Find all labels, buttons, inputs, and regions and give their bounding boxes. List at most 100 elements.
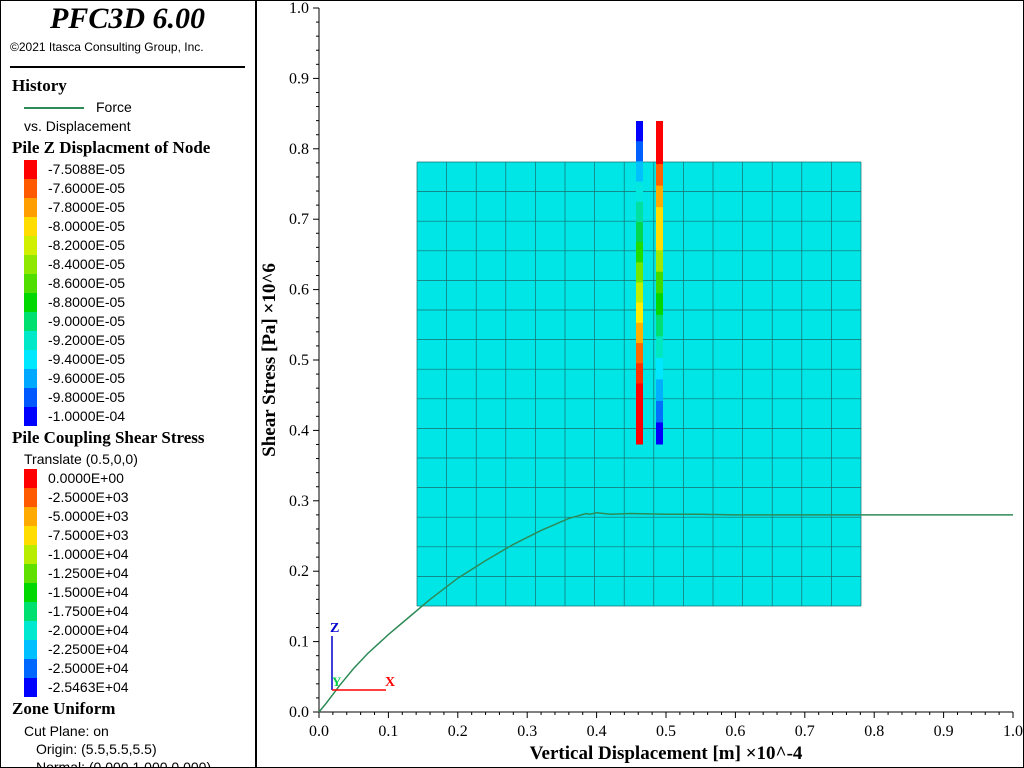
node-disp-legend-label: -9.4000E-05 (48, 351, 126, 367)
x-tick-label: 0.0 (309, 723, 329, 740)
left-pile-segment (636, 181, 643, 203)
right-pile-segment (656, 314, 663, 337)
triad-z-label: Z (330, 621, 339, 636)
shear-stress-legend-swatch (24, 640, 37, 659)
right-pile-segment (656, 142, 663, 165)
y-tick-label: 1.0 (289, 0, 309, 17)
y-tick-label: 0.0 (289, 704, 309, 721)
shear-stress-legend-swatch (24, 526, 37, 545)
left-pile-segment (636, 363, 643, 384)
plot-area: 0.0 0.1 0.2 0.3 0.4 0.5 0.6 0.7 0.8 0.9 1.0 0.0 0.1 0… (259, 0, 1023, 764)
shear-stress-legend-swatch (24, 621, 37, 640)
left-pile-segment (636, 322, 643, 344)
chart-series (318, 512, 1013, 713)
node-disp-legend-swatch (24, 274, 37, 293)
shear-stress-legend-label: -1.2500E+04 (48, 565, 129, 581)
app-title: PFC3D 6.00 (49, 2, 205, 35)
node-disp-legend-label: -7.6000E-05 (48, 180, 126, 196)
shear-stress-legend-label: -2.5463E+04 (48, 679, 129, 695)
node-disp-legend-label: -8.4000E-05 (48, 256, 126, 272)
shear-stress-legend-label: -1.0000E+04 (48, 546, 129, 562)
triad-y-label: Y (332, 674, 342, 689)
node-disp-legend-label: -1.0000E-04 (48, 408, 126, 424)
legend-divider (10, 66, 245, 68)
node-disp-legend-label: -8.8000E-05 (48, 294, 126, 310)
left-pile-segment (636, 121, 643, 142)
node-disp-legend-label: -9.8000E-05 (48, 389, 126, 405)
right-pile-segment (656, 250, 663, 273)
history-series-sub: vs. Displacement (24, 118, 131, 134)
shear-stress-legend-label: -2.5000E+03 (48, 489, 129, 505)
right-pile-segment (656, 400, 663, 423)
right-pile-segment (656, 422, 663, 445)
shear-stress-legend-label: -7.5000E+03 (48, 527, 129, 543)
x-tick-label: 0.9 (934, 723, 954, 740)
y-tick-label: 0.6 (289, 282, 309, 299)
left-pile-segment (636, 403, 643, 425)
shear-stress-heading: Pile Coupling Shear Stress (12, 428, 205, 447)
right-pile-segment (656, 379, 663, 402)
left-pile-segment (636, 423, 643, 445)
history-series-label: Force (96, 99, 132, 115)
shear-stress-legend-label: -2.0000E+04 (48, 622, 129, 638)
left-pile-segment (636, 221, 643, 243)
y-tick-label: 0.2 (289, 563, 309, 580)
node-disp-legend-swatch (24, 198, 37, 217)
chart-axes: 0.0 0.1 0.2 0.3 0.4 0.5 0.6 0.7 0.8 0.9 1.0 0.0 0.1 0… (289, 0, 1023, 740)
left-pile-segment (636, 343, 643, 364)
node-disp-legend-swatch (24, 388, 37, 407)
triad-x-label: X (385, 675, 395, 690)
x-tick-label: 0.8 (864, 723, 884, 740)
node-disp-legend-label: -8.2000E-05 (48, 237, 126, 253)
left-pile-segment (636, 282, 643, 304)
shear-stress-legend-swatch (24, 678, 37, 697)
y-axis-label: Shear Stress [Pa] ×10^6 (259, 263, 280, 457)
x-tick-label: 0.3 (517, 723, 537, 740)
zone-origin: Origin: (5.5,5.5,5.5) (36, 741, 157, 757)
force-displacement-line (318, 512, 1013, 713)
right-pile-segment (656, 185, 663, 208)
node-disp-legend-swatch (24, 312, 37, 331)
right-pile-segment (656, 336, 663, 359)
shear-stress-legend-label: -1.7500E+04 (48, 603, 129, 619)
shear-stress-legend-swatch (24, 488, 37, 507)
left-pile-segment (636, 201, 643, 223)
node-disp-heading: Pile Z Displacment of Node (12, 138, 211, 157)
node-disp-legend-swatch (24, 293, 37, 312)
node-disp-legend-label: -7.8000E-05 (48, 199, 126, 215)
right-pile-segment (656, 228, 663, 251)
node-disp-legend-label: -9.2000E-05 (48, 332, 126, 348)
shear-stress-legend-swatch (24, 564, 37, 583)
x-axis-label: Vertical Displacement [m] ×10^-4 (530, 743, 803, 764)
shear-stress-legend-swatch (24, 469, 37, 488)
shear-stress-legend-label: -5.0000E+03 (48, 508, 129, 524)
left-pile-segment (636, 262, 643, 283)
y-tick-label: 0.3 (289, 493, 309, 510)
shear-stress-legend-label: -2.2500E+04 (48, 641, 129, 657)
y-tick-label: 0.1 (289, 634, 309, 651)
left-pile-segment (636, 302, 643, 324)
right-pile-segment (656, 293, 663, 316)
right-pile-segment (656, 121, 663, 144)
right-pile-segment (656, 357, 663, 380)
x-tick-label: 0.2 (448, 723, 468, 740)
axis-triad: Z Y X (330, 621, 395, 691)
node-disp-legend-label: -9.6000E-05 (48, 370, 126, 386)
model-view (416, 121, 862, 607)
shear-stress-legend-swatch (24, 602, 37, 621)
zone-cut-plane: Cut Plane: on (24, 723, 109, 739)
x-tick-label: 0.5 (656, 723, 676, 740)
node-disp-legend-swatch (24, 350, 37, 369)
shear-stress-legend-label: -1.5000E+04 (48, 584, 129, 600)
shear-stress-subtitle: Translate (0.5,0,0) (24, 451, 138, 467)
node-disp-legend-label: -7.5088E-05 (48, 161, 126, 177)
y-tick-label: 0.4 (289, 422, 309, 439)
node-disp-legend-swatch (24, 236, 37, 255)
shear-stress-legend-label: -2.5000E+04 (48, 660, 129, 676)
x-tick-label: 0.4 (587, 723, 607, 740)
x-tick-label: 0.6 (725, 723, 745, 740)
left-pile-segment (636, 383, 643, 405)
copyright-text: ©2021 Itasca Consulting Group, Inc. (10, 40, 204, 54)
node-disp-legend-swatch (24, 407, 37, 426)
shear-stress-legend-label: 0.0000E+00 (48, 470, 124, 486)
